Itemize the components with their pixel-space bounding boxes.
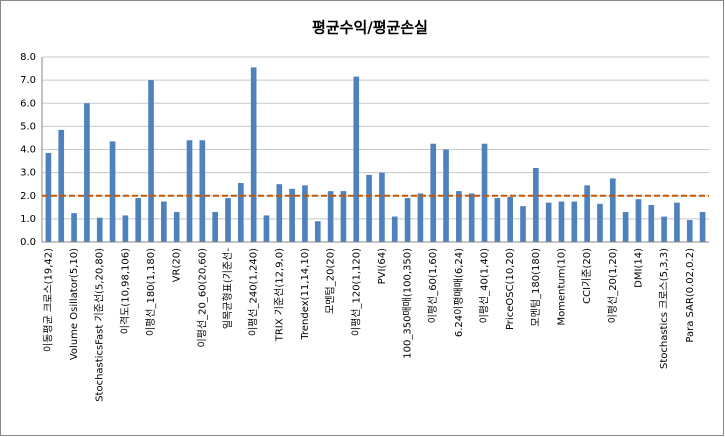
x-tick-label: StochasticsFast 기준선(5,20,80) bbox=[94, 248, 106, 402]
bar bbox=[622, 211, 629, 242]
x-tick-label: 100_350매매(100,350) bbox=[402, 248, 414, 359]
x-tick-label: 이평선_120(1,120) bbox=[350, 248, 362, 336]
bar bbox=[456, 191, 462, 242]
bar bbox=[609, 178, 616, 242]
x-tick-label: PriceOSC(10,20) bbox=[505, 248, 516, 330]
bar bbox=[173, 211, 180, 242]
x-tick-label: 일목균형표(기준선- bbox=[222, 248, 234, 330]
bar bbox=[366, 174, 372, 242]
bar bbox=[302, 185, 308, 242]
bar bbox=[148, 80, 154, 242]
y-tick-label: 5.0 bbox=[20, 121, 36, 132]
bar bbox=[494, 198, 501, 242]
bar bbox=[699, 211, 706, 242]
bar bbox=[686, 220, 693, 242]
bar bbox=[314, 221, 321, 242]
x-tick-label: Trendex(11,14,10) bbox=[300, 248, 311, 341]
bar bbox=[571, 201, 578, 242]
chart-title: 평균수익/평균손실 bbox=[312, 19, 428, 37]
bar bbox=[45, 152, 52, 242]
bar bbox=[379, 172, 385, 242]
x-tick-label: PVI(64) bbox=[377, 248, 388, 284]
bar bbox=[597, 203, 603, 242]
x-tick-label: 이평선_180(1,180) bbox=[145, 248, 157, 336]
y-tick-label: 0.0 bbox=[20, 237, 36, 248]
x-tick-label: Stochastics 크로스(5,3,3) bbox=[658, 248, 670, 369]
x-tick-label: 이평선_40(1,40) bbox=[479, 248, 491, 323]
bar bbox=[404, 198, 411, 242]
x-tick-label: 이평선_60(1,60) bbox=[427, 248, 439, 323]
bar bbox=[135, 198, 142, 242]
bar bbox=[237, 183, 244, 242]
bar bbox=[391, 216, 398, 242]
x-tick-label: Para SAR(0.02,0.2) bbox=[685, 248, 696, 343]
bar bbox=[533, 168, 539, 242]
bar bbox=[212, 211, 218, 242]
bar bbox=[468, 193, 475, 242]
bar bbox=[353, 76, 360, 242]
bar bbox=[225, 198, 231, 242]
bar bbox=[430, 143, 437, 242]
bar bbox=[263, 215, 270, 242]
x-tick-label: 이평선_20_60(20,60) bbox=[196, 248, 208, 348]
bar bbox=[584, 185, 590, 242]
x-tick-label: 모멘텀_180(180) bbox=[530, 248, 542, 327]
x-tick-label: 모멘텀_20(20) bbox=[325, 248, 337, 314]
x-tick-label: TRIX 기준선(12,9,0) bbox=[273, 248, 285, 342]
bar bbox=[199, 140, 206, 242]
x-tick-label: 이격도(10,98,106) bbox=[118, 248, 131, 334]
bar bbox=[520, 206, 526, 242]
x-tick-label: Volume Osillator(5,10) bbox=[69, 248, 80, 360]
bar bbox=[186, 140, 193, 242]
bar bbox=[674, 202, 680, 242]
y-tick-label: 7.0 bbox=[20, 75, 36, 86]
x-tick-label: 이평선_240(1,240) bbox=[248, 248, 260, 336]
bar bbox=[327, 191, 334, 242]
y-tick-label: 3.0 bbox=[20, 168, 36, 179]
x-tick-label: VR(20) bbox=[172, 248, 183, 282]
x-tick-label: DMI(14) bbox=[633, 248, 644, 288]
bar bbox=[96, 217, 103, 242]
bar bbox=[443, 149, 449, 242]
bar bbox=[84, 103, 90, 242]
bar bbox=[340, 191, 347, 242]
bar bbox=[481, 143, 488, 242]
bar bbox=[58, 129, 65, 242]
bar bbox=[276, 184, 283, 242]
bar bbox=[545, 202, 552, 242]
y-tick-label: 4.0 bbox=[20, 145, 36, 156]
bar bbox=[635, 199, 642, 242]
y-tick-label: 1.0 bbox=[20, 214, 36, 225]
x-tick-label: CCI기준(20) bbox=[581, 248, 593, 304]
bar bbox=[507, 196, 514, 242]
x-tick-label: 이평선_20(1,20) bbox=[607, 248, 619, 323]
x-tick-label: 6.24이평매매(6,24) bbox=[453, 248, 465, 337]
y-tick-label: 8.0 bbox=[20, 52, 36, 63]
bar bbox=[648, 205, 655, 242]
bar bbox=[161, 201, 167, 242]
bar bbox=[289, 188, 295, 242]
bar bbox=[122, 215, 129, 242]
bar bbox=[661, 216, 667, 242]
x-tick-label: Momentum(10) bbox=[556, 248, 567, 326]
y-tick-label: 6.0 bbox=[20, 98, 36, 109]
bar bbox=[417, 193, 424, 242]
bar bbox=[109, 141, 116, 242]
bar bbox=[558, 201, 565, 242]
x-tick-label: 이동평균 크로스(19,42) bbox=[42, 248, 54, 352]
bar bbox=[250, 67, 257, 242]
bar bbox=[71, 213, 77, 242]
y-tick-label: 2.0 bbox=[20, 191, 36, 202]
